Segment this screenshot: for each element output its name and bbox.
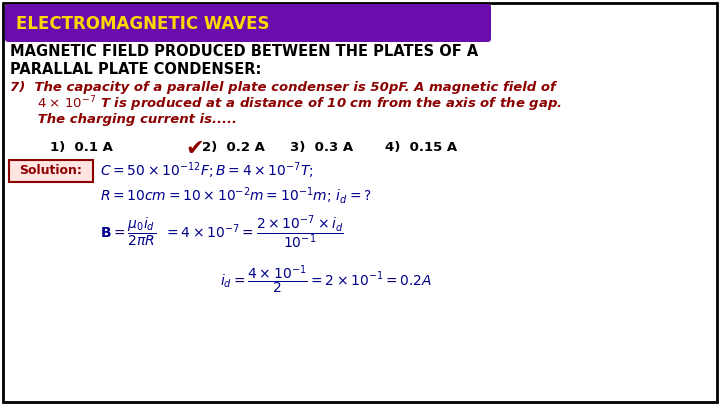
Text: ELECTROMAGNETIC WAVES: ELECTROMAGNETIC WAVES [16, 15, 269, 33]
Text: MAGNETIC FIELD PRODUCED BETWEEN THE PLATES OF A: MAGNETIC FIELD PRODUCED BETWEEN THE PLAT… [10, 45, 478, 60]
Text: PARALLAL PLATE CONDENSER:: PARALLAL PLATE CONDENSER: [10, 62, 261, 77]
FancyBboxPatch shape [5, 4, 491, 42]
Text: 4)  0.15 A: 4) 0.15 A [385, 141, 457, 154]
Text: $i_d = \dfrac{4\times10^{-1}}{2} = 2\times10^{-1} = 0.2A$: $i_d = \dfrac{4\times10^{-1}}{2} = 2\tim… [220, 264, 432, 296]
Text: $R =10cm= 10\times10^{-2}m = 10^{-1}m;\, i_d =?$: $R =10cm= 10\times10^{-2}m = 10^{-1}m;\,… [100, 185, 372, 207]
Text: Solution:: Solution: [19, 164, 82, 177]
Text: The charging current is.....: The charging current is..... [10, 113, 237, 126]
Text: 2)  0.2 A: 2) 0.2 A [202, 141, 265, 154]
Text: $C = 50\times10^{-12}F;B = 4\times10^{-7}T;$: $C = 50\times10^{-12}F;B = 4\times10^{-7… [100, 161, 314, 181]
FancyBboxPatch shape [9, 160, 93, 182]
Text: 1)  0.1 A: 1) 0.1 A [50, 141, 113, 154]
Text: 7)  The capacity of a parallel plate condenser is 50pF. A magnetic field of: 7) The capacity of a parallel plate cond… [10, 81, 556, 94]
Text: $4\times\,10^{-7}$ T is produced at a distance of 10 cm from the axis of the gap: $4\times\,10^{-7}$ T is produced at a di… [10, 94, 562, 114]
Text: ✔: ✔ [185, 139, 204, 159]
Text: 3)  0.3 A: 3) 0.3 A [290, 141, 353, 154]
Text: $\mathbf{B} = \dfrac{\mu_0 i_d}{2\pi R}\;\;= 4\times10^{-7} = \dfrac{2\times10^{: $\mathbf{B} = \dfrac{\mu_0 i_d}{2\pi R}\… [100, 213, 344, 251]
